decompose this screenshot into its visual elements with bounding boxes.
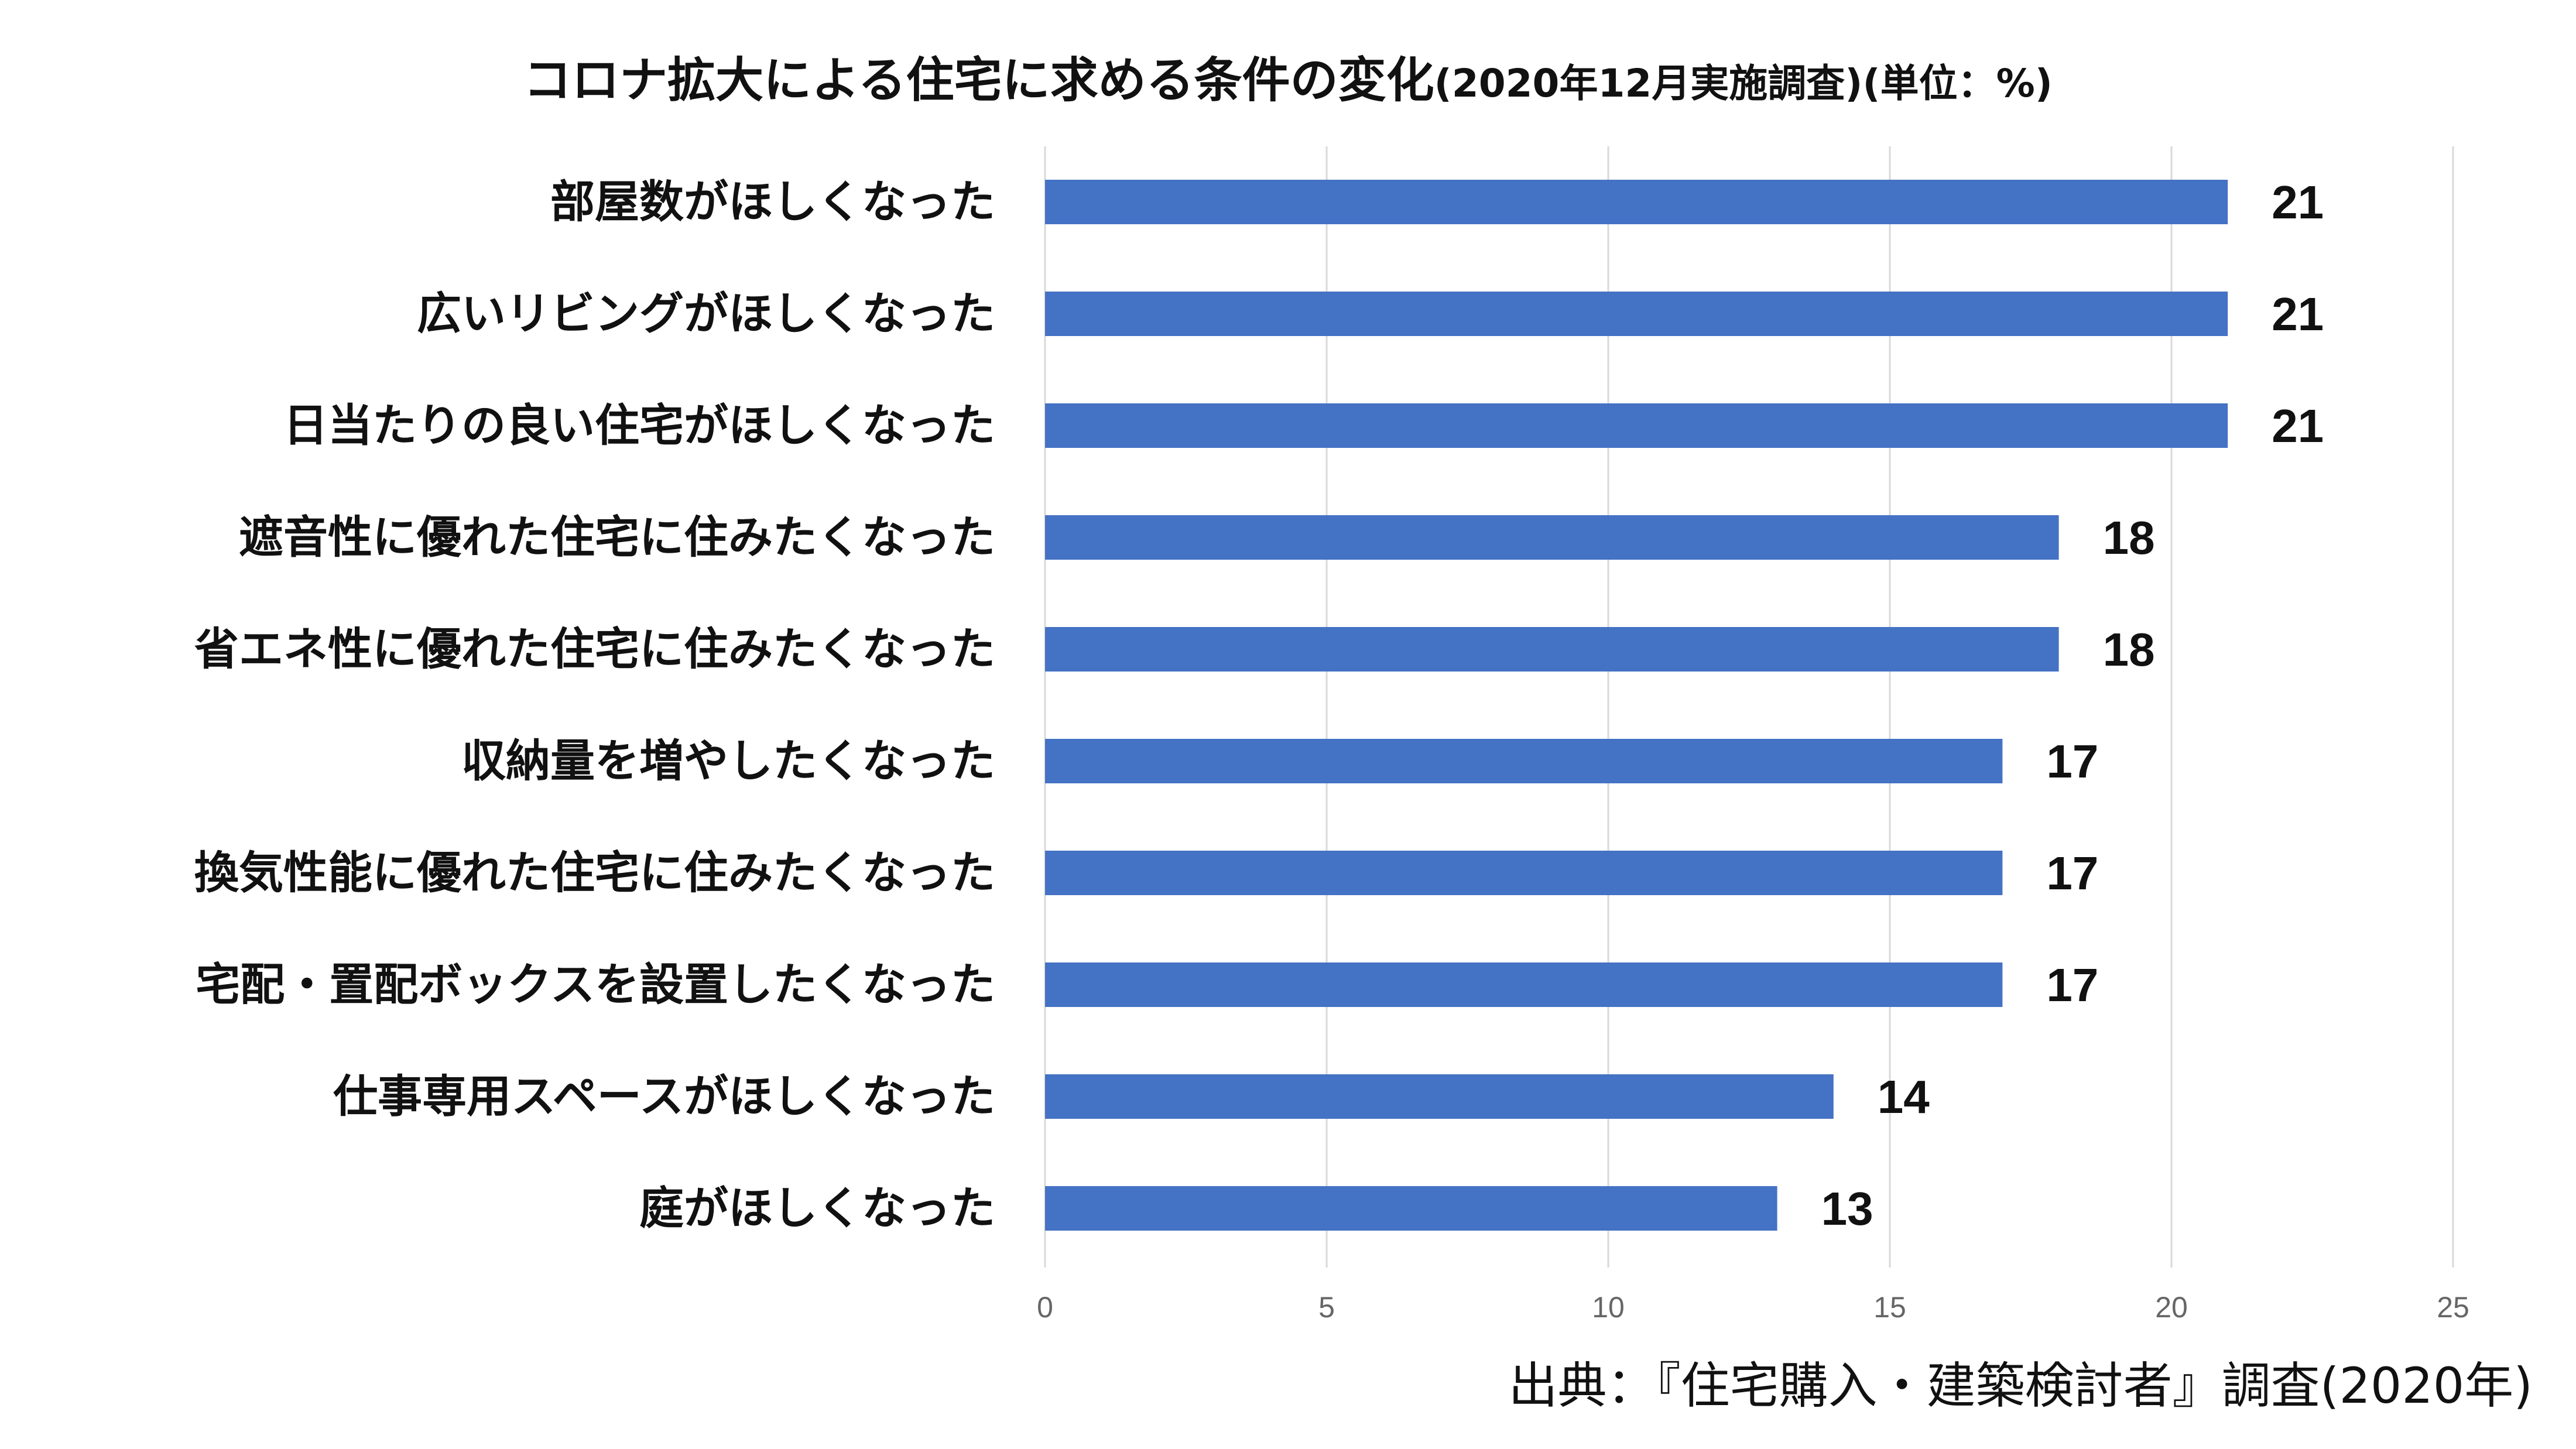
category-label: 遮音性に優れた住宅に住みたくなった <box>239 511 995 563</box>
bar <box>1045 180 2228 224</box>
x-tick-label: 10 <box>1592 1291 1625 1324</box>
bar <box>1045 739 2003 783</box>
x-tick-label: 15 <box>1873 1291 1906 1324</box>
category-label: 庭がほしくなった <box>639 1182 995 1234</box>
data-label: 17 <box>2046 735 2098 787</box>
chart-title-main: コロナ拡大による住宅に求める条件の変化 <box>523 53 1434 108</box>
x-tick-label: 5 <box>1318 1291 1335 1324</box>
x-tick-label: 0 <box>1037 1291 1053 1324</box>
bar <box>1045 627 2059 672</box>
data-label: 18 <box>2103 624 2155 676</box>
bar <box>1045 403 2228 448</box>
bar <box>1045 851 2003 895</box>
data-label: 18 <box>2103 512 2155 564</box>
bar <box>1045 515 2059 560</box>
x-tick-label: 20 <box>2155 1291 2188 1324</box>
category-labels: 部屋数がほしくなった広いリビングがほしくなった日当たりの良い住宅がほしくなった遮… <box>194 176 995 1234</box>
category-label: 広いリビングがほしくなった <box>417 287 995 340</box>
category-label: 部屋数がほしくなった <box>550 176 995 228</box>
category-label: 換気性能に優れた住宅に住みたくなった <box>194 847 995 899</box>
bars <box>1045 180 2228 1231</box>
x-axis-ticks: 0 5 10 15 20 25 <box>1037 1291 2469 1324</box>
bar <box>1045 962 2003 1007</box>
source-note: 出典：『住宅購入・建築検討者』調査(2020年) <box>1508 1357 2533 1414</box>
data-label: 21 <box>2272 400 2324 452</box>
x-tick-label: 25 <box>2437 1291 2469 1324</box>
data-label: 17 <box>2046 847 2098 899</box>
data-label: 17 <box>2046 959 2098 1011</box>
bar <box>1045 1186 1777 1231</box>
data-label: 13 <box>1821 1183 1873 1235</box>
category-label: 仕事専用スペースがほしくなった <box>333 1070 995 1122</box>
category-label: 収納量を増やしたくなった <box>461 735 995 787</box>
category-label: 省エネ性に優れた住宅に住みたくなった <box>194 623 995 675</box>
chart-subtitle: (2020年12月実施調査)(単位：%) <box>1434 61 2053 106</box>
category-label: 日当たりの良い住宅がほしくなった <box>283 399 995 451</box>
data-label: 21 <box>2272 288 2324 340</box>
data-label: 21 <box>2272 176 2324 228</box>
category-label: 宅配・置配ボックスを設置したくなった <box>196 958 995 1010</box>
bar <box>1045 292 2228 336</box>
chart-title: コロナ拡大による住宅に求める条件の変化(2020年12月実施調査)(単位：%) <box>0 41 2576 111</box>
data-label: 14 <box>1878 1071 1930 1123</box>
bar <box>1045 1074 1834 1119</box>
value-labels: 21 21 21 18 18 17 17 17 14 13 <box>1821 176 2324 1235</box>
